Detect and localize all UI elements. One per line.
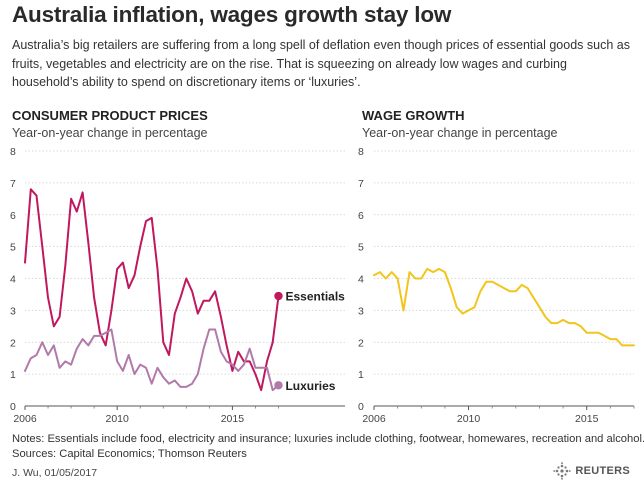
right-panel-title: WAGE GROWTH <box>362 108 465 123</box>
wage-y-tick-label: 8 <box>358 146 364 158</box>
consumer-y-tick-label: 6 <box>10 210 16 222</box>
consumer-endpoint-luxuries <box>274 381 283 390</box>
wage-y-tick-label: 3 <box>358 305 364 317</box>
consumer-y-tick-label: 0 <box>10 401 16 413</box>
wage-x-tick-label: 2010 <box>457 413 481 425</box>
page-subtitle: Australia’s big retailers are suffering … <box>12 38 630 89</box>
consumer-y-tick-label: 3 <box>10 305 16 317</box>
wage-x-tick-label: 2015 <box>575 413 599 425</box>
reuters-logo: REUTERS <box>553 462 630 480</box>
consumer-y-tick-label: 2 <box>10 337 16 349</box>
notes-text: Notes: Essentials include food, electric… <box>12 433 644 445</box>
consumer-series-label-luxuries: Luxuries <box>285 379 335 393</box>
consumer-x-tick-label: 2015 <box>221 413 245 425</box>
sources-text: Sources: Capital Economics; Thomson Reut… <box>12 448 247 460</box>
page-title: Australia inflation, wages growth stay l… <box>12 2 452 27</box>
consumer-y-tick-label: 7 <box>10 178 16 190</box>
consumer-endpoint-essentials <box>274 291 283 301</box>
consumer-y-tick-label: 1 <box>10 369 16 381</box>
consumer-y-tick-label: 4 <box>10 274 16 286</box>
wage-y-tick-label: 6 <box>358 210 364 222</box>
wage-y-tick-label: 1 <box>358 369 364 381</box>
chart-notes: Notes: Essentials include food, electric… <box>12 432 644 462</box>
wage-y-tick-label: 5 <box>358 242 364 254</box>
reuters-dots-icon <box>553 462 572 480</box>
consumer-y-tick-label: 5 <box>10 242 16 254</box>
wage-series-wage-growth <box>373 267 635 347</box>
consumer-series-essentials <box>24 188 280 392</box>
wage-y-tick-label: 2 <box>358 337 364 349</box>
consumer-x-tick-label: 2006 <box>13 413 37 425</box>
credit-text: J. Wu, 01/05/2017 <box>12 467 98 479</box>
wage-y-tick-label: 0 <box>358 401 364 413</box>
left-panel-subtitle: Year-on-year change in percentage <box>12 126 208 140</box>
right-panel-subtitle: Year-on-year change in percentage <box>362 126 558 140</box>
left-panel-title: CONSUMER PRODUCT PRICES <box>12 108 208 123</box>
consumer-x-tick-label: 2010 <box>105 413 129 425</box>
wage-y-tick-label: 7 <box>358 178 364 190</box>
reuters-wordmark: REUTERS <box>575 465 630 477</box>
consumer-series-luxuries <box>24 328 280 392</box>
consumer-y-tick-label: 8 <box>10 146 16 158</box>
consumer-series-label-essentials: Essentials <box>285 290 345 304</box>
wage-x-tick-label: 2006 <box>362 413 386 425</box>
wage-y-tick-label: 4 <box>358 274 364 286</box>
